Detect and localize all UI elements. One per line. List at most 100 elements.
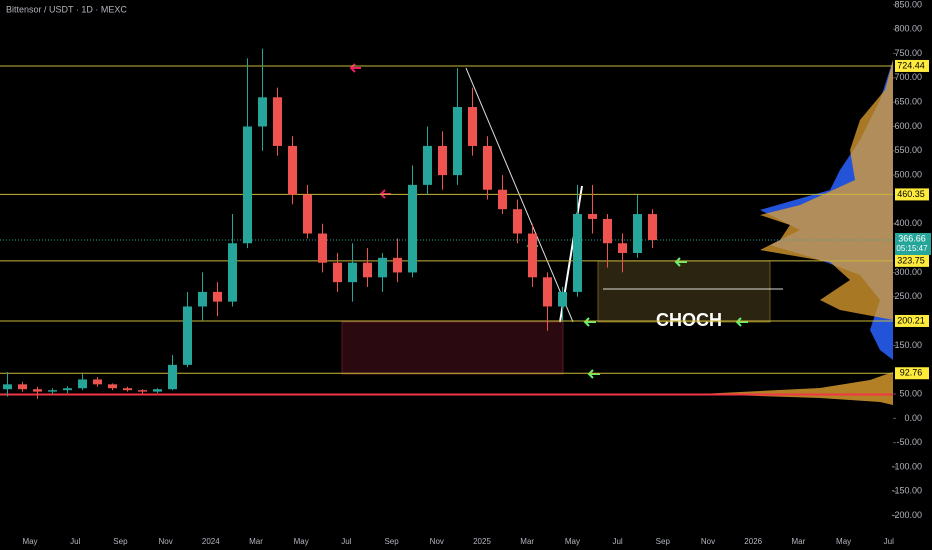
candle-body (63, 388, 72, 391)
candle-body (588, 214, 597, 219)
candle-body (258, 97, 267, 127)
x-tick-label: Mar (520, 537, 534, 546)
candle-body (573, 214, 582, 292)
y-tick-label: 650.00 (894, 97, 922, 107)
demand-zone (341, 321, 564, 375)
y-tick-label: 50.00 (899, 388, 922, 398)
x-tick-label: 2025 (473, 537, 491, 546)
candle-body (168, 364, 177, 390)
candle-body (333, 262, 342, 283)
y-tick-label: 550.00 (894, 145, 922, 155)
price-label: 366.66 (898, 233, 926, 243)
arrow (349, 63, 361, 73)
x-tick-label: Nov (158, 537, 172, 546)
candle-body (93, 379, 102, 385)
candle-body (498, 189, 507, 210)
x-tick-label: Jul (612, 537, 622, 546)
x-tick-label: Mar (792, 537, 806, 546)
x-tick-label: Nov (430, 537, 444, 546)
y-tick-label: 750.00 (894, 48, 922, 58)
price-axis (893, 0, 932, 550)
candle-body (483, 145, 492, 190)
candle-body (303, 194, 312, 234)
x-tick-label: 2026 (744, 537, 762, 546)
candle-body (648, 214, 657, 241)
level-label: 460.35 (897, 189, 925, 199)
arrow (735, 317, 748, 327)
candle-body (393, 257, 402, 273)
price-tag (895, 233, 931, 256)
level-label: 200.21 (897, 315, 925, 325)
candle-body (363, 262, 372, 278)
candle-body (543, 277, 552, 307)
level-tag (895, 254, 929, 267)
candle-body (228, 243, 237, 302)
candle-body (378, 257, 387, 278)
volume-profile-orange (760, 60, 893, 320)
x-tick-label: Sep (656, 537, 671, 546)
level-tag (895, 188, 929, 201)
y-tick-label: 700.00 (894, 72, 922, 82)
countdown: 05:15:47 (896, 244, 928, 253)
candle-body (213, 291, 222, 302)
candle-body (558, 291, 567, 307)
level-label: 323.75 (897, 255, 925, 265)
x-tick-label: May (294, 537, 309, 546)
chart-title: Bittensor / USDT · 1D · MEXC (6, 4, 127, 14)
y-tick-label: 850.00 (894, 0, 922, 9)
x-tick-label: May (565, 537, 580, 546)
x-tick-label: Sep (384, 537, 399, 546)
candle-body (408, 184, 417, 273)
candle-body (603, 218, 612, 244)
candle-body (33, 389, 42, 392)
candle-body (438, 145, 447, 176)
candle-body (423, 145, 432, 185)
y-tick-label: 0.00 (904, 413, 922, 423)
trend-line (465, 67, 574, 323)
y-tick-label: -100.00 (891, 461, 922, 471)
y-tick-label: -200.00 (891, 510, 922, 520)
x-tick-label: May (22, 537, 37, 546)
candle-body (453, 107, 462, 176)
candle-body (48, 390, 57, 392)
candle-body (153, 389, 162, 392)
level-label: 724.44 (897, 60, 925, 70)
candle-body (243, 126, 252, 244)
level-tag (895, 367, 929, 380)
level-tag (895, 314, 929, 327)
candle-body (348, 262, 357, 283)
candle-body (528, 233, 537, 278)
y-tick-label: -150.00 (891, 486, 922, 496)
y-tick-label: 600.00 (894, 121, 922, 131)
y-tick-label: 300.00 (894, 267, 922, 277)
candle-body (3, 384, 12, 390)
annotation: CHOCH (656, 310, 722, 330)
candle-body (123, 388, 132, 391)
x-tick-label: Sep (113, 537, 128, 546)
choch-zone (597, 260, 771, 323)
y-tick-label: 400.00 (894, 218, 922, 228)
x-tick-label: Jul (70, 537, 80, 546)
y-tick-label: 250.00 (894, 291, 922, 301)
level-tag (895, 59, 929, 72)
y-tick-label: -50.00 (896, 437, 922, 447)
candle-body (513, 209, 522, 234)
y-tick-label: 500.00 (894, 170, 922, 180)
x-tick-label: Mar (249, 537, 263, 546)
arrow (587, 369, 600, 379)
x-tick-label: Jul (884, 537, 894, 546)
candle-body (273, 97, 282, 146)
candle-body (288, 145, 297, 195)
level-label: 92.76 (900, 368, 923, 378)
x-tick-label: Nov (701, 537, 715, 546)
x-tick-label: 2024 (202, 537, 220, 546)
arrow (674, 257, 687, 267)
candle-body (468, 107, 477, 146)
x-tick-label: Jul (341, 537, 351, 546)
y-tick-label: 150.00 (894, 340, 922, 350)
candle-body (618, 243, 627, 253)
arrow (583, 317, 596, 327)
candle-body (78, 379, 87, 389)
